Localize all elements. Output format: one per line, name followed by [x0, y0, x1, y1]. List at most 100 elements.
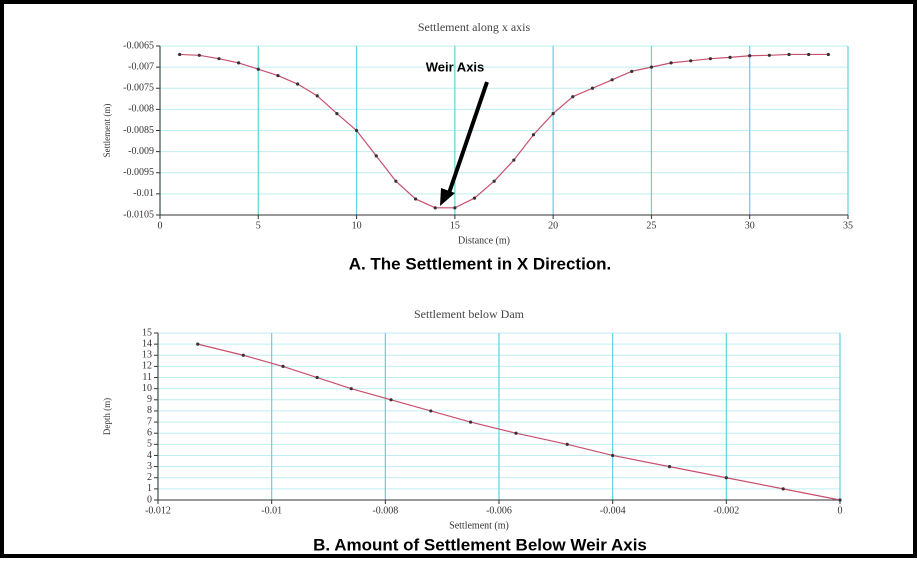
x-tick-label: -0.002	[713, 505, 739, 516]
data-point	[241, 353, 245, 357]
chart-a: -0.0105 -0.01 -0.0095 -0.009 -0.0085 -0.008 -0…	[102, 20, 853, 274]
y-tick-label: 7	[147, 416, 152, 427]
chart-title: Settlement along x axis	[418, 20, 531, 34]
y-tick-label: 13	[142, 350, 152, 361]
data-point	[590, 86, 595, 90]
annotation-arrow	[446, 81, 489, 197]
caption: B. Amount of Settlement Below Weir Axis	[313, 535, 647, 554]
x-tick-label: 35	[843, 220, 853, 231]
data-point	[492, 179, 496, 183]
y-tick-label: -0.007	[128, 61, 154, 72]
x-tick-label: 10	[352, 220, 362, 231]
data-point	[669, 61, 673, 65]
y-tick-label: 5	[147, 439, 152, 450]
data-point	[296, 82, 300, 86]
x-tick-label: -0.006	[486, 505, 512, 516]
x-tick-label: 5	[256, 220, 261, 231]
data-point	[472, 196, 477, 200]
data-point	[807, 52, 811, 57]
data-point	[667, 465, 672, 469]
y-tick-label: 8	[147, 405, 152, 416]
y-tick-label: -0.0075	[123, 83, 154, 94]
y-tick-label: 12	[142, 361, 152, 372]
y-tick-label: 10	[142, 383, 152, 394]
x-tick-label: -0.012	[145, 505, 171, 516]
y-tick-label: 0	[147, 494, 152, 505]
data-point	[197, 53, 201, 57]
data-point	[724, 476, 728, 480]
x-tick-label: 0	[158, 220, 163, 231]
data-point	[335, 112, 339, 116]
y-tick-label: -0.0085	[123, 125, 154, 136]
data-point	[728, 55, 732, 60]
data-point	[571, 95, 575, 99]
y-tick-label: -0.0095	[123, 167, 154, 178]
data-point	[708, 57, 713, 61]
x-axis-label: Settlement (m)	[449, 520, 509, 531]
data-point	[781, 487, 785, 491]
data-point	[551, 112, 555, 116]
y-tick-label: 2	[147, 472, 152, 483]
y-tick-label: -0.01	[133, 188, 154, 199]
data-point	[433, 206, 437, 210]
data-line	[179, 53, 829, 209]
data-point	[767, 53, 771, 57]
y-tick-label: -0.008	[128, 104, 154, 115]
y-tick-label: -0.0105	[123, 209, 154, 220]
data-point	[315, 94, 319, 98]
data-point	[237, 61, 241, 65]
caption: A. The Settlement in X Direction.	[349, 254, 612, 273]
data-point	[838, 498, 842, 502]
data-point	[315, 375, 319, 380]
y-tick-label: 9	[147, 394, 152, 405]
x-tick-label: 15	[450, 220, 460, 231]
data-point	[826, 52, 830, 57]
data-point	[389, 398, 393, 402]
y-axis-label: Depth (m)	[102, 398, 112, 435]
data-point	[196, 342, 200, 346]
data-point	[611, 453, 615, 458]
data-point	[349, 387, 353, 391]
data-point	[453, 206, 457, 210]
data-point	[514, 431, 518, 435]
data-point	[610, 78, 614, 82]
x-tick-label: -0.004	[600, 505, 626, 516]
x-tick-label: 0	[838, 505, 843, 516]
y-tick-label: 14	[142, 338, 152, 349]
data-point	[276, 73, 280, 78]
data-point	[630, 69, 634, 73]
y-tick-label: 4	[147, 450, 152, 461]
x-tick-label: 20	[548, 220, 558, 231]
y-tick-label: -0.009	[128, 146, 154, 157]
y-tick-label: 6	[147, 427, 152, 438]
y-tick-label: 1	[147, 483, 152, 494]
y-tick-label: -0.0065	[123, 40, 154, 51]
data-point	[468, 420, 473, 424]
data-point	[748, 54, 752, 58]
data-point	[281, 364, 285, 368]
data-point	[374, 154, 378, 158]
data-point	[649, 65, 654, 69]
y-tick-label: 15	[142, 327, 152, 338]
data-point	[354, 128, 359, 133]
x-axis-label: Distance (m)	[458, 235, 510, 246]
data-point	[178, 52, 182, 57]
y-tick-label: 3	[147, 461, 152, 472]
x-tick-label: -0.008	[372, 505, 398, 516]
data-point	[689, 59, 693, 63]
x-tick-label: 25	[646, 220, 656, 231]
data-point	[531, 133, 536, 137]
annotation-arrowhead	[440, 188, 455, 206]
data-point	[394, 179, 398, 183]
data-point	[217, 57, 221, 61]
data-point	[512, 158, 516, 162]
x-tick-label: 30	[745, 220, 755, 231]
data-point	[429, 409, 433, 413]
data-point	[413, 197, 418, 201]
y-axis-label: Settlement (m)	[102, 104, 112, 158]
y-tick-label: 11	[142, 372, 152, 383]
x-tick-label: -0.01	[261, 505, 282, 516]
